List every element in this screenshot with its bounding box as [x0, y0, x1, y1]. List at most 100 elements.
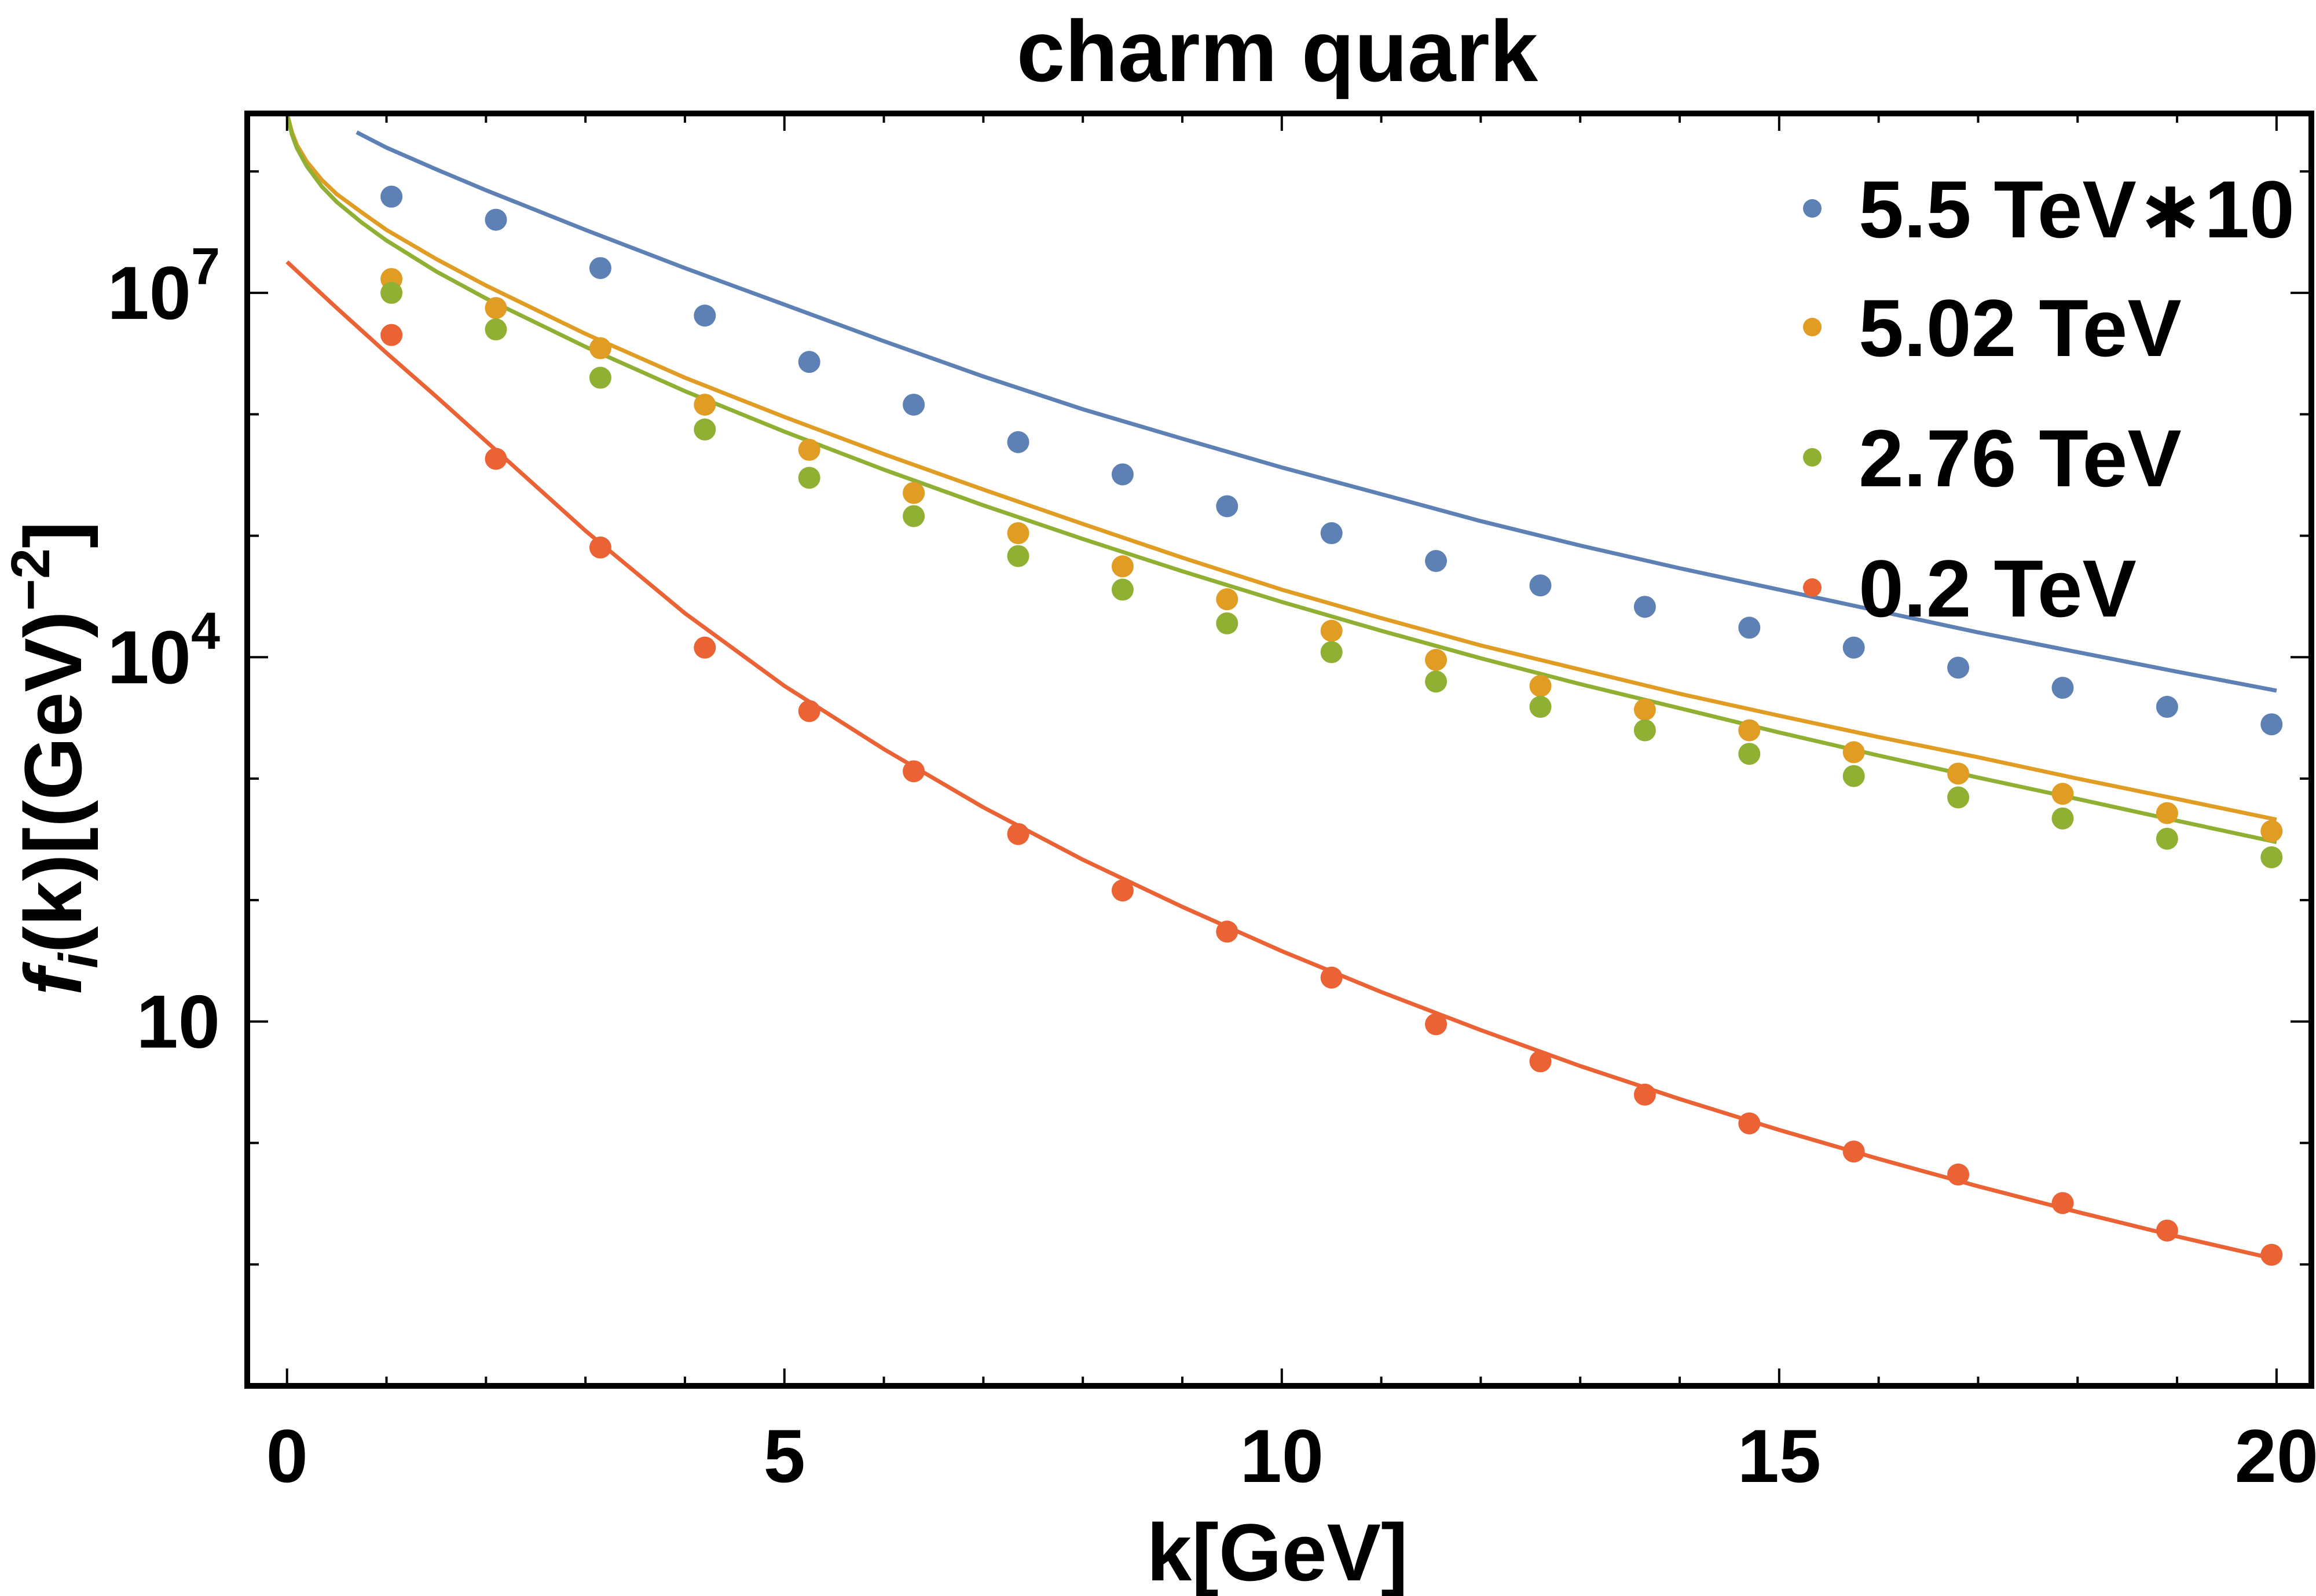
data-point-series-2	[798, 467, 820, 489]
data-point-series-2	[1111, 578, 1134, 601]
data-point-series-1	[694, 394, 716, 416]
y-axis-label: fi(k)[(GeV)−2]	[0, 521, 109, 995]
data-point-series-2	[1007, 545, 1029, 567]
legend-marker	[1803, 318, 1822, 336]
data-point-series-3	[1320, 966, 1343, 989]
y-tick-label: 107	[107, 238, 220, 335]
chart-title: charm quark	[1017, 2, 1538, 100]
data-point-series-3	[694, 636, 716, 659]
data-point-series-1	[2156, 802, 2178, 824]
legend-label: 2.76 TeV	[1859, 413, 2182, 504]
data-point-series-0	[1738, 617, 1761, 639]
data-point-series-0	[380, 185, 403, 208]
data-point-series-2	[694, 418, 716, 441]
data-point-series-1	[2260, 820, 2283, 842]
data-point-series-3	[903, 760, 925, 783]
y-tick-label: 10	[136, 979, 220, 1064]
data-point-series-3	[1738, 1112, 1761, 1135]
x-tick-label: 0	[266, 1414, 308, 1498]
data-point-series-3	[1007, 823, 1029, 845]
x-tick-label: 5	[764, 1414, 805, 1498]
data-point-series-2	[1842, 765, 1865, 787]
data-point-series-1	[903, 482, 925, 504]
data-point-series-2	[2156, 827, 2178, 850]
data-point-series-3	[2260, 1243, 2283, 1266]
fit-curves	[285, 113, 2277, 1261]
legend-label: 0.2 TeV	[1859, 543, 2137, 634]
data-point-series-3	[1216, 920, 1238, 943]
data-point-series-2	[1216, 612, 1238, 634]
data-point-series-2	[903, 505, 925, 527]
x-axis-label: k[GeV]	[1146, 1507, 1408, 1596]
data-point-series-3	[1633, 1083, 1656, 1106]
data-point-series-0	[1320, 522, 1343, 545]
y-axis-ticks: 10 104 107	[107, 170, 2311, 1387]
fit-curve-0	[356, 130, 2277, 693]
data-point-series-1	[1111, 555, 1134, 578]
y-tick-label: 104	[107, 602, 220, 699]
data-point-series-1	[1320, 619, 1343, 642]
x-tick-label: 20	[2235, 1414, 2316, 1498]
data-point-series-1	[1007, 522, 1029, 545]
data-point-series-2	[485, 318, 507, 341]
data-point-series-0	[1111, 463, 1134, 486]
data-point-series-0	[1529, 574, 1552, 597]
data-point-series-1	[798, 439, 820, 461]
plot-frame	[244, 111, 2314, 1389]
legend-marker	[1803, 448, 1822, 467]
data-point-series-1	[1947, 762, 1970, 785]
data-point-series-1	[1425, 648, 1448, 671]
data-point-series-3	[589, 536, 611, 559]
data-point-series-2	[2051, 807, 2074, 830]
data-point-series-1	[485, 297, 507, 320]
legend-label: 5.5 TeV∗10	[1859, 164, 2295, 255]
data-point-series-1	[1633, 698, 1656, 721]
data-point-series-0	[1216, 495, 1238, 518]
fit-curve-3	[285, 260, 2277, 1261]
data-point-series-3	[380, 324, 403, 346]
x-tick-label: 15	[1738, 1414, 1822, 1498]
data-point-series-3	[1425, 1013, 1448, 1036]
data-point-series-2	[1425, 670, 1448, 693]
data-point-series-0	[2156, 696, 2178, 718]
x-axis-ticks: 0 5 10 15 20	[266, 113, 2316, 1498]
data-point-series-3	[2051, 1192, 2074, 1215]
data-point-series-2	[1320, 641, 1343, 663]
x-tick-label: 10	[1240, 1414, 1324, 1498]
data-point-series-0	[1947, 656, 1970, 679]
data-point-series-3	[1529, 1050, 1552, 1073]
data-point-series-3	[1842, 1140, 1865, 1163]
data-point-series-0	[1842, 636, 1865, 659]
data-point-series-2	[589, 366, 611, 389]
data-point-series-0	[1007, 431, 1029, 453]
data-point-series-2	[2260, 846, 2283, 868]
fit-curve-1	[285, 113, 2277, 822]
data-point-series-0	[485, 208, 507, 231]
legend-marker	[1803, 199, 1822, 218]
legend-marker	[1803, 578, 1822, 597]
data-point-series-3	[485, 447, 507, 470]
data-point-series-0	[1633, 596, 1656, 618]
data-point-series-2	[1529, 696, 1552, 718]
data-point-series-1	[1216, 588, 1238, 611]
data-point-series-3	[798, 700, 820, 722]
data-point-series-3	[2156, 1219, 2178, 1242]
data-point-series-3	[1111, 879, 1134, 902]
data-point-series-0	[2260, 713, 2283, 736]
data-point-series-2	[1738, 743, 1761, 765]
data-point-series-2	[1947, 786, 1970, 809]
data-point-series-2	[1633, 719, 1656, 742]
data-points	[380, 185, 2283, 1266]
fit-curve-2	[285, 113, 2277, 845]
legend: 5.5 TeV∗10 5.02 TeV 2.76 TeV 0.2 TeV	[1803, 164, 2295, 634]
data-point-series-1	[1842, 741, 1865, 764]
data-point-series-2	[380, 281, 403, 304]
data-point-series-1	[589, 337, 611, 359]
data-point-series-3	[1947, 1163, 1970, 1186]
data-point-series-0	[798, 351, 820, 373]
data-point-series-0	[694, 304, 716, 327]
data-point-series-0	[903, 394, 925, 416]
data-point-series-1	[2051, 783, 2074, 805]
